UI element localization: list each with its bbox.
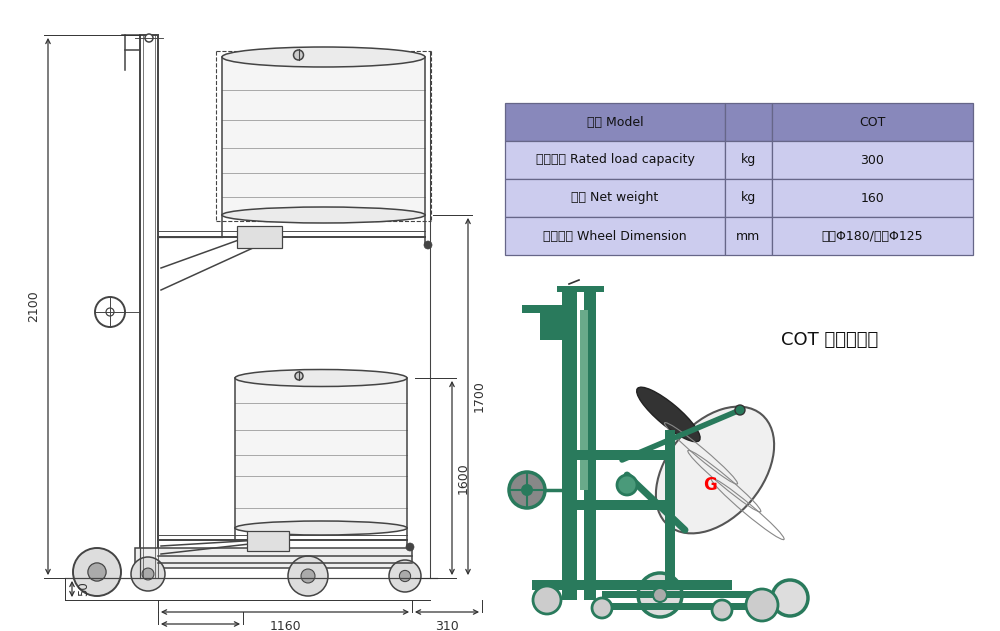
Text: 脚轮规格 Wheel Dimension: 脚轮规格 Wheel Dimension [543, 230, 687, 242]
Bar [665, 510, 675, 590]
Circle shape [142, 568, 154, 580]
Text: 160: 160 [861, 191, 884, 204]
Bar [235, 378, 407, 528]
Bar [562, 292, 577, 600]
Circle shape [145, 34, 153, 42]
Circle shape [521, 484, 533, 496]
Circle shape [88, 563, 106, 581]
Circle shape [712, 600, 732, 620]
Text: kg: kg [741, 191, 756, 204]
Bar [247, 531, 289, 551]
Text: 2100: 2100 [27, 291, 40, 322]
Text: 310: 310 [435, 620, 459, 631]
Bar [602, 591, 762, 598]
Bar [135, 548, 412, 568]
Text: COT 圆桶装卸车: COT 圆桶装卸车 [781, 331, 879, 349]
Circle shape [406, 543, 414, 551]
Bar [725, 217, 772, 255]
Bar [772, 179, 973, 217]
Bar [725, 141, 772, 179]
Bar [505, 141, 725, 179]
Text: 净重 Net weight: 净重 Net weight [571, 191, 659, 204]
Bar [580, 310, 588, 490]
Circle shape [424, 241, 432, 249]
Bar [505, 103, 725, 141]
Circle shape [746, 589, 778, 621]
Circle shape [592, 598, 612, 618]
Circle shape [653, 588, 667, 602]
Circle shape [301, 569, 315, 583]
Circle shape [73, 548, 121, 596]
Text: 型号 Model: 型号 Model [587, 115, 643, 129]
Bar [532, 580, 732, 590]
Text: kg: kg [741, 153, 756, 167]
Circle shape [295, 372, 303, 380]
Ellipse shape [235, 521, 407, 535]
Ellipse shape [222, 207, 425, 223]
Ellipse shape [235, 370, 407, 387]
Circle shape [638, 573, 682, 617]
Bar [222, 57, 425, 215]
Bar [725, 179, 772, 217]
Bar [540, 310, 562, 340]
Text: 1600: 1600 [457, 462, 470, 494]
Text: mm: mm [736, 230, 760, 242]
Text: COT: COT [859, 115, 886, 129]
Circle shape [389, 560, 421, 592]
Text: 1160: 1160 [269, 620, 301, 631]
Bar [505, 179, 725, 217]
Ellipse shape [637, 387, 700, 442]
Bar [584, 292, 596, 600]
Bar [665, 430, 675, 510]
Bar [505, 217, 725, 255]
Bar [557, 286, 604, 292]
Bar [577, 500, 672, 510]
Bar [237, 226, 282, 248]
Text: 300: 300 [860, 153, 884, 167]
Circle shape [735, 405, 745, 415]
Bar [772, 141, 973, 179]
Bar [772, 217, 973, 255]
Bar [140, 35, 158, 578]
Circle shape [106, 308, 114, 316]
Bar [522, 305, 562, 313]
Text: 1700: 1700 [473, 380, 486, 413]
Text: 前轮Φ180/后轮Φ125: 前轮Φ180/后轮Φ125 [822, 230, 923, 242]
Bar [772, 103, 973, 141]
Circle shape [772, 580, 808, 616]
Bar [725, 103, 772, 141]
Bar [602, 603, 762, 610]
Circle shape [294, 50, 304, 60]
Text: 50: 50 [77, 582, 90, 596]
Circle shape [617, 475, 637, 495]
Circle shape [131, 557, 165, 591]
Ellipse shape [222, 47, 425, 67]
Bar [577, 450, 672, 460]
Circle shape [533, 586, 561, 614]
Circle shape [509, 472, 545, 508]
Circle shape [288, 556, 328, 596]
Circle shape [399, 570, 411, 582]
Ellipse shape [656, 406, 774, 533]
Text: G: G [703, 476, 717, 494]
Text: 额定负载 Rated load capacity: 额定负载 Rated load capacity [536, 153, 694, 167]
